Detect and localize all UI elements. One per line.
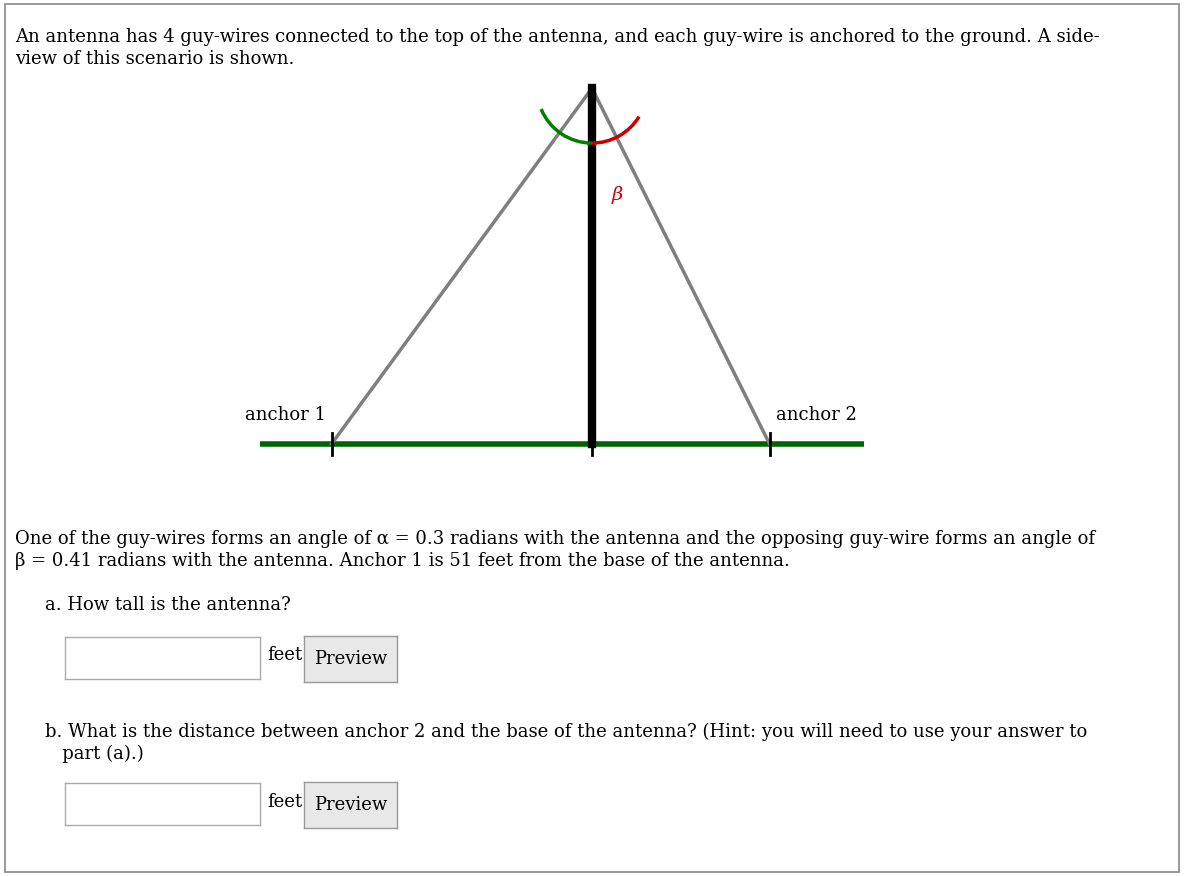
Text: An antenna has 4 guy-wires connected to the top of the antenna, and each guy-wir: An antenna has 4 guy-wires connected to … [15, 28, 1100, 46]
Text: a. How tall is the antenna?: a. How tall is the antenna? [45, 596, 291, 614]
Text: b. What is the distance between anchor 2 and the base of the antenna? (Hint: you: b. What is the distance between anchor 2… [45, 723, 1087, 741]
Text: Preview: Preview [314, 650, 387, 668]
Text: anchor 1: anchor 1 [245, 406, 326, 425]
Text: β = 0.41 radians with the antenna. Anchor 1 is 51 feet from the base of the ante: β = 0.41 radians with the antenna. Ancho… [15, 552, 790, 570]
Text: part (a).): part (a).) [45, 745, 143, 763]
Text: view of this scenario is shown.: view of this scenario is shown. [15, 50, 295, 68]
Text: feet: feet [268, 646, 303, 664]
Text: feet: feet [268, 793, 303, 810]
Text: Preview: Preview [314, 796, 387, 814]
Text: β: β [612, 186, 623, 204]
Text: One of the guy-wires forms an angle of α = 0.3 radians with the antenna and the : One of the guy-wires forms an angle of α… [15, 530, 1095, 548]
Text: anchor 2: anchor 2 [776, 406, 856, 425]
